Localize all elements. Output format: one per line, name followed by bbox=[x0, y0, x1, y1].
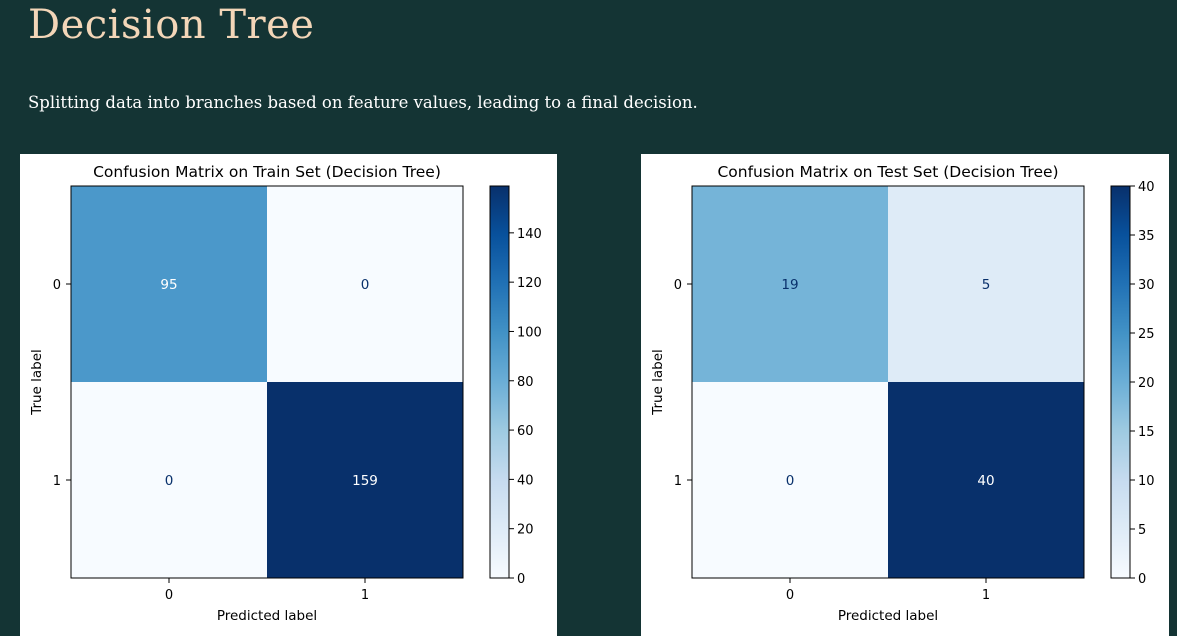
y-axis-label: True label bbox=[650, 349, 666, 416]
colorbar-tick-label-2: 10 bbox=[1138, 474, 1155, 489]
cell-value-label-0-0: 95 bbox=[160, 277, 177, 293]
matrix-cell-0-1 bbox=[267, 186, 463, 382]
colorbar-tick-label-4: 80 bbox=[517, 375, 534, 390]
train-confusion-matrix-chart: Confusion Matrix on Train Set (Decision … bbox=[29, 163, 542, 624]
colorbar-tick-label-8: 40 bbox=[1138, 180, 1155, 195]
x-tick-label-1: 1 bbox=[361, 588, 369, 603]
y-axis-label: True label bbox=[29, 349, 45, 416]
x-tick-label-0: 0 bbox=[786, 588, 794, 603]
colorbar-tick-label-0: 0 bbox=[517, 572, 525, 587]
cell-value-label-0-1: 0 bbox=[361, 277, 370, 293]
x-axis-label: Predicted label bbox=[838, 608, 938, 624]
y-tick-label-0: 0 bbox=[53, 278, 61, 293]
cell-value-label-0-0: 19 bbox=[781, 277, 798, 293]
train-confusion-matrix-panel: Confusion Matrix on Train Set (Decision … bbox=[20, 154, 557, 636]
x-tick-label-0: 0 bbox=[165, 588, 173, 603]
chart-title: Confusion Matrix on Test Set (Decision T… bbox=[717, 163, 1058, 181]
colorbar-tick-label-4: 20 bbox=[1138, 376, 1155, 391]
matrix-cell-0-0 bbox=[71, 186, 267, 382]
cell-value-label-0-1: 5 bbox=[982, 277, 991, 293]
x-tick-label-1: 1 bbox=[982, 588, 990, 603]
colorbar-tick-label-3: 15 bbox=[1138, 425, 1155, 440]
colorbar-tick-label-3: 60 bbox=[517, 424, 534, 439]
cell-value-label-1-0: 0 bbox=[165, 473, 174, 489]
x-axis-label: Predicted label bbox=[217, 608, 317, 624]
y-tick-label-1: 1 bbox=[53, 474, 61, 489]
cell-value-label-1-1: 159 bbox=[352, 473, 378, 489]
colorbar-tick-label-6: 30 bbox=[1138, 278, 1155, 293]
chart-title: Confusion Matrix on Train Set (Decision … bbox=[93, 163, 441, 181]
colorbar-tick-label-5: 25 bbox=[1138, 327, 1155, 342]
page-subtitle: Splitting data into branches based on fe… bbox=[28, 93, 698, 112]
test-confusion-matrix-chart: Confusion Matrix on Test Set (Decision T… bbox=[650, 163, 1155, 624]
colorbar-tick-label-5: 100 bbox=[517, 325, 542, 340]
colorbar-tick-label-7: 140 bbox=[517, 227, 542, 242]
colorbar-tick-label-2: 40 bbox=[517, 473, 534, 488]
colorbar-tick-label-0: 0 bbox=[1138, 572, 1146, 587]
colorbar-tick-label-1: 5 bbox=[1138, 523, 1146, 538]
matrix-cell-1-0 bbox=[692, 382, 888, 578]
matrix-cell-0-1 bbox=[888, 186, 1084, 382]
test-confusion-matrix-panel: Confusion Matrix on Test Set (Decision T… bbox=[641, 154, 1169, 636]
matrix-cell-0-0 bbox=[692, 186, 888, 382]
matrix-cell-1-1 bbox=[267, 382, 463, 578]
colorbar-tick-label-7: 35 bbox=[1138, 229, 1155, 244]
cell-value-label-1-0: 0 bbox=[786, 473, 795, 489]
matrix-cell-1-1 bbox=[888, 382, 1084, 578]
colorbar bbox=[489, 185, 510, 579]
y-tick-label-0: 0 bbox=[674, 278, 682, 293]
y-tick-label-1: 1 bbox=[674, 474, 682, 489]
page-title: Decision Tree bbox=[28, 2, 315, 48]
colorbar-tick-label-1: 20 bbox=[517, 523, 534, 538]
colorbar bbox=[1110, 185, 1131, 579]
matrix-cell-1-0 bbox=[71, 382, 267, 578]
matrix-frame bbox=[691, 185, 1085, 579]
cell-value-label-1-1: 40 bbox=[977, 473, 994, 489]
colorbar-tick-label-6: 120 bbox=[517, 276, 542, 291]
matrix-frame bbox=[70, 185, 464, 579]
